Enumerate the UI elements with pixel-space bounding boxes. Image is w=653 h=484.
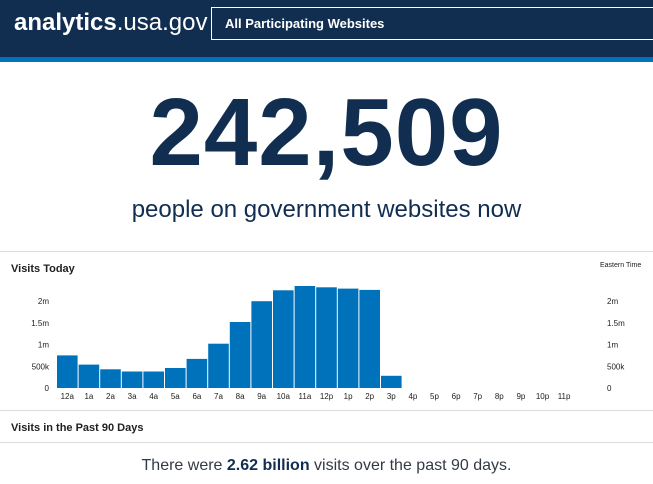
- y-tick-label-right: 1.5m: [607, 319, 625, 328]
- timezone-label: Eastern Time: [600, 262, 642, 269]
- site-header: analytics.usa.gov All Participating Webs…: [0, 0, 653, 57]
- y-tick-label-right: 500k: [607, 362, 625, 371]
- bar-7a[interactable]: [208, 343, 229, 388]
- logo-domain-text: .usa.gov: [116, 9, 208, 36]
- x-tick-label: 1p: [344, 392, 353, 401]
- x-tick-label: 8a: [236, 392, 245, 401]
- site-selector[interactable]: All Participating Websites: [211, 7, 653, 40]
- bar-1a[interactable]: [78, 364, 100, 388]
- bar-2p[interactable]: [359, 289, 380, 388]
- realtime-caption: people on government websites now: [131, 196, 522, 223]
- x-tick-label: 12a: [61, 392, 75, 401]
- bar-3a[interactable]: [121, 371, 143, 389]
- bar-2a[interactable]: [100, 369, 121, 388]
- x-tick-label: 9p: [516, 392, 525, 401]
- bar-9a[interactable]: [251, 301, 272, 388]
- site-logo[interactable]: analytics.usa.gov: [14, 8, 207, 38]
- x-tick-label: 6p: [452, 392, 461, 401]
- x-tick-label: 11a: [299, 392, 312, 401]
- x-tick-label: 12p: [320, 392, 334, 401]
- visits-90-days-summary: There were 2.62 billion visits over the …: [0, 455, 653, 477]
- section-divider: [0, 410, 653, 411]
- x-tick-label: 4p: [408, 392, 417, 401]
- section-divider: [0, 442, 653, 443]
- bar-1p[interactable]: [337, 288, 359, 388]
- section-divider: [0, 251, 653, 252]
- x-tick-label: 5p: [430, 392, 439, 401]
- x-tick-label: 4a: [149, 392, 158, 401]
- summary-prefix: There were: [141, 457, 227, 474]
- y-tick-label-left: 1m: [38, 341, 49, 350]
- visits-today-chart: 0 0 500k 500k 1m 1m 1.5m 1.5m 2m 2m 12a 1a 2a 3a 4a 5a 6…: [31, 286, 625, 401]
- x-tick-label: 7a: [214, 392, 223, 401]
- x-tick-label: 10p: [536, 392, 550, 401]
- x-tick-label: 6a: [192, 392, 201, 401]
- y-tick-label-left: 2m: [38, 297, 49, 306]
- y-tick-label-left: 500k: [32, 362, 50, 371]
- x-tick-label: 3p: [387, 392, 396, 401]
- x-tick-label: 7p: [473, 392, 482, 401]
- summary-value: 2.62 billion: [226, 457, 310, 474]
- x-tick-label: 2a: [106, 392, 115, 401]
- x-tick-label: 8p: [495, 392, 504, 401]
- visits-90-days-title: Visits in the Past 90 Days: [11, 422, 144, 434]
- bar-4a[interactable]: [143, 371, 164, 389]
- x-tick-label: 1a: [84, 392, 93, 401]
- visits-today-title: Visits Today: [11, 263, 75, 275]
- header-accent-stripe: [0, 57, 653, 62]
- summary-suffix: visits over the past 90 days.: [309, 457, 512, 474]
- y-tick-label-right: 1m: [607, 341, 618, 350]
- x-tick-label: 3a: [128, 392, 137, 401]
- bar-8a[interactable]: [229, 322, 251, 388]
- x-tick-label: 10a: [277, 392, 291, 401]
- bar-11a[interactable]: [294, 286, 316, 388]
- bar-3p[interactable]: [381, 375, 402, 388]
- y-tick-label-right: 2m: [607, 297, 618, 306]
- y-tick-label-right: 0: [607, 384, 612, 393]
- y-tick-label-left: 0: [45, 384, 50, 393]
- bar-12a[interactable]: [57, 355, 78, 388]
- bar-5a[interactable]: [165, 368, 186, 388]
- x-tick-label: 2p: [365, 392, 374, 401]
- realtime-visitor-count: 242,509: [149, 79, 504, 186]
- x-tick-label: 9a: [257, 392, 266, 401]
- bar-12p[interactable]: [316, 287, 337, 388]
- bar-10a[interactable]: [273, 290, 294, 388]
- logo-bold-text: analytics: [14, 9, 117, 36]
- x-tick-label: 5a: [171, 392, 180, 401]
- y-tick-label-left: 1.5m: [31, 319, 49, 328]
- x-tick-label: 11p: [558, 392, 571, 401]
- bar-6a[interactable]: [186, 358, 208, 388]
